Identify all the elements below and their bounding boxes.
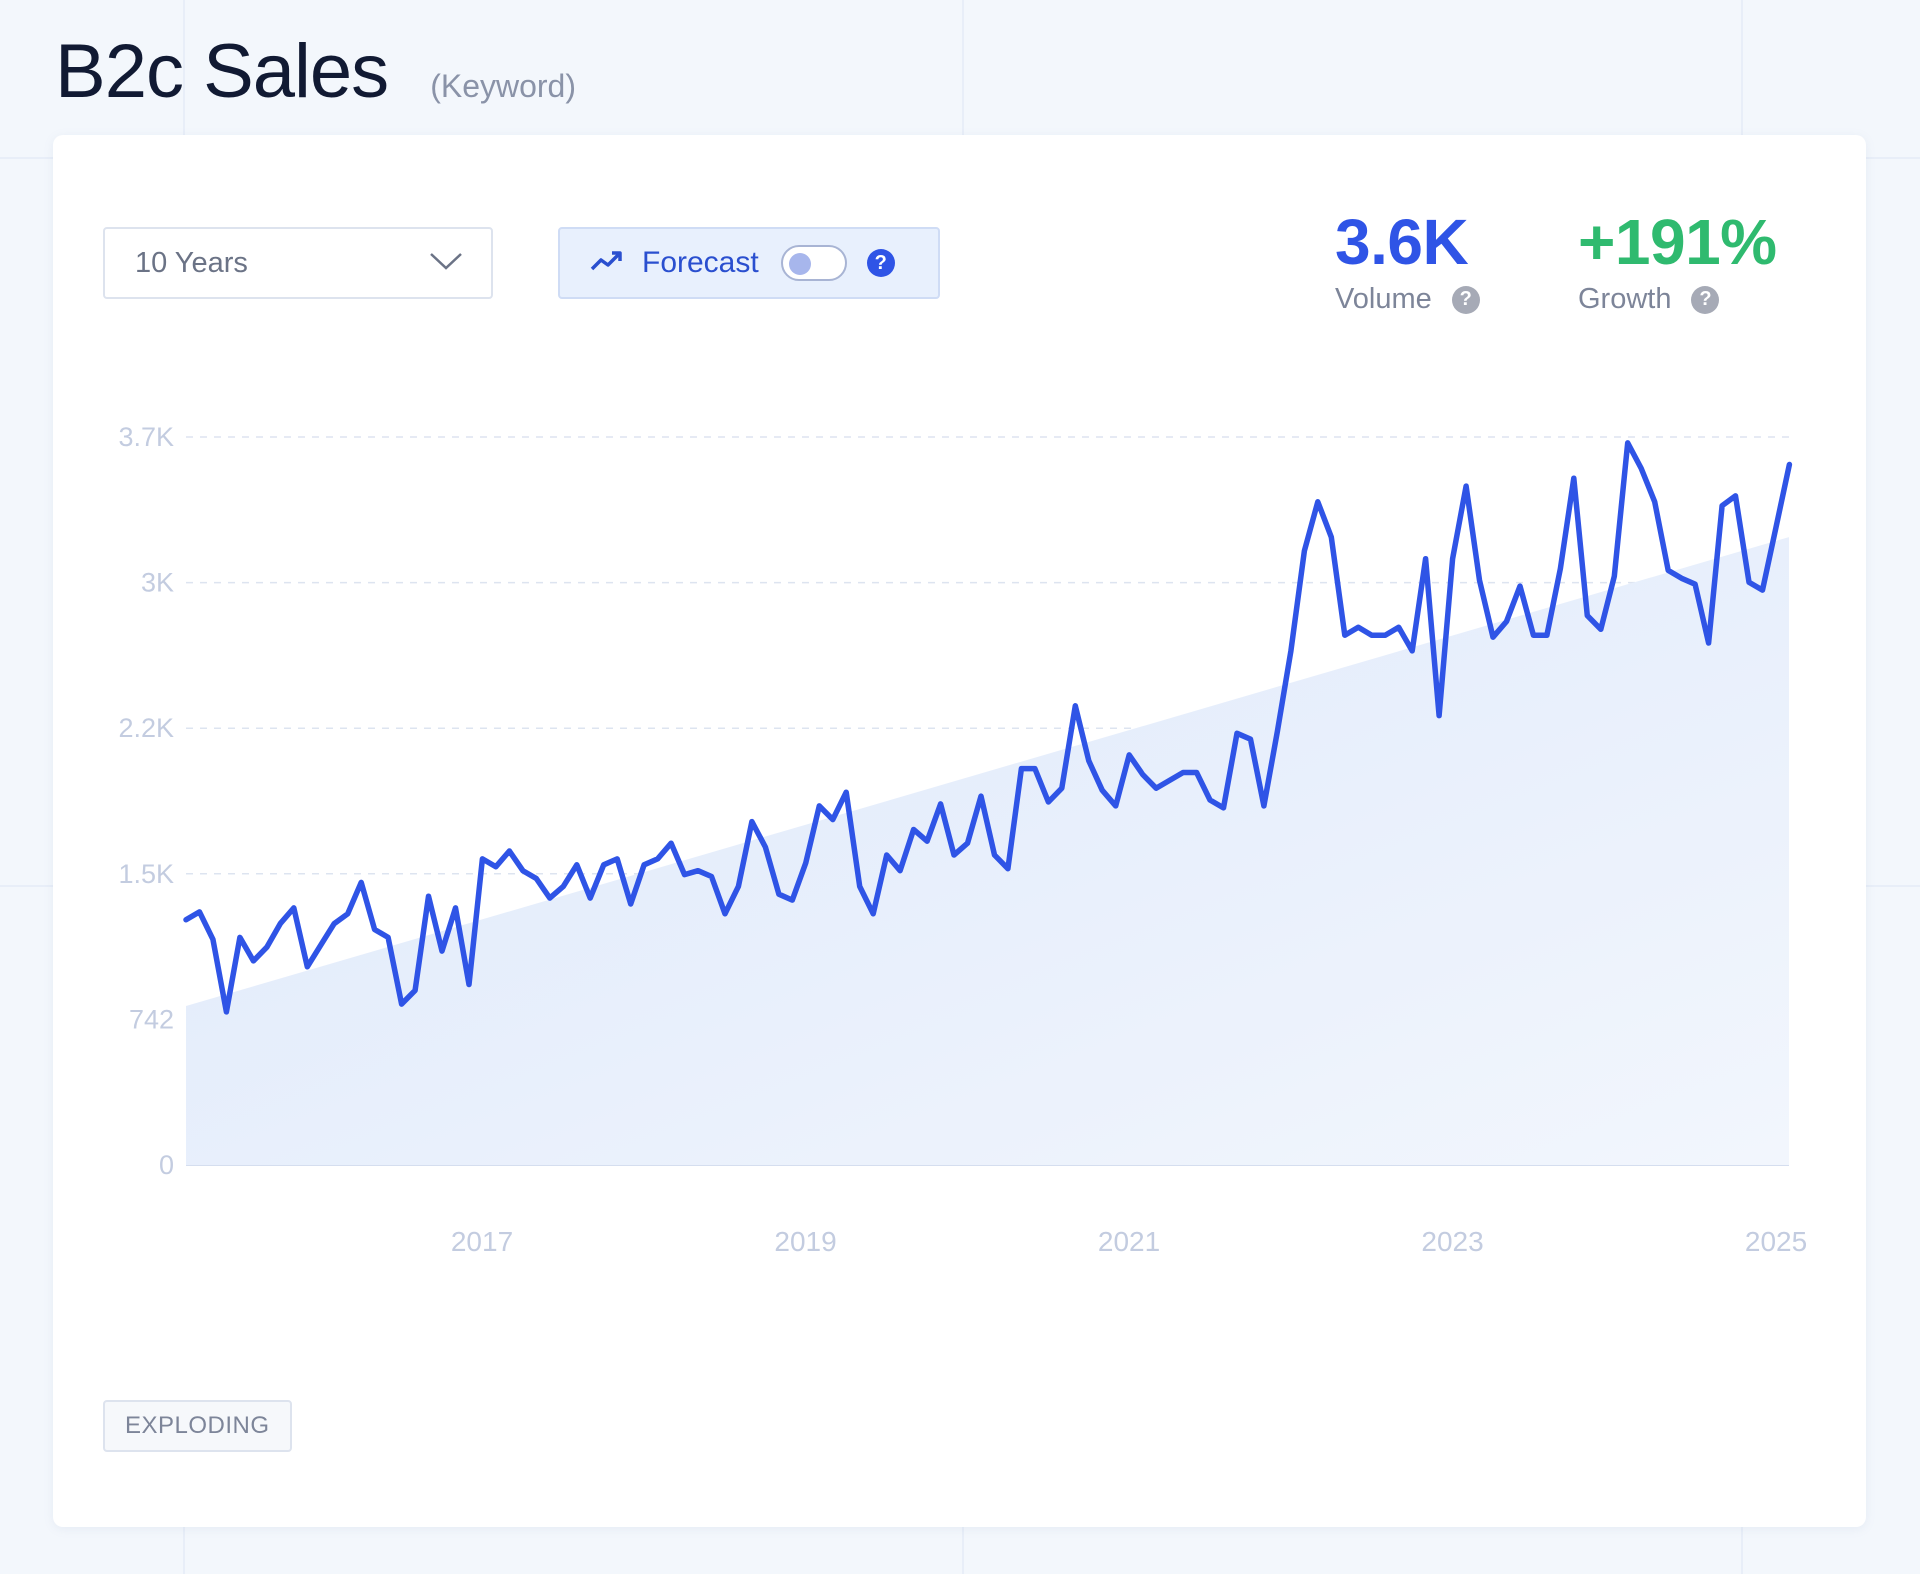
page-subtitle: (Keyword) xyxy=(430,68,576,104)
growth-label: Growth xyxy=(1578,283,1672,315)
x-tick-label: 2017 xyxy=(451,1226,513,1257)
volume-value: 3.6K xyxy=(1335,206,1469,278)
volume-help-icon[interactable]: ? xyxy=(1451,285,1480,314)
time-range-dropdown[interactable]: 10 Years xyxy=(103,227,493,299)
chevron-down-icon xyxy=(429,251,463,276)
time-range-value: 10 Years xyxy=(135,246,248,279)
growth-value: +191% xyxy=(1578,206,1777,278)
volume-label: Volume xyxy=(1335,283,1432,315)
x-tick-label: 2025 xyxy=(1745,1226,1807,1257)
page-header: B2c Sales (Keyword) xyxy=(55,28,576,115)
forecast-help-icon[interactable]: ? xyxy=(866,249,895,277)
trend-area xyxy=(186,537,1789,1165)
growth-help-icon[interactable]: ? xyxy=(1691,285,1720,314)
x-tick-label: 2021 xyxy=(1098,1226,1160,1257)
forecast-control: Forecast ? xyxy=(558,227,940,299)
series-line xyxy=(183,440,1793,1015)
y-tick-label: 0 xyxy=(159,1150,174,1180)
y-tick-label: 3K xyxy=(141,568,174,598)
forecast-label: Forecast xyxy=(642,246,759,279)
y-tick-label: 3.7K xyxy=(118,422,174,452)
page-title: B2c Sales xyxy=(55,29,389,114)
trend-card: 10 Years Forecast ? 3.6K Volume ? +191% … xyxy=(53,135,1866,1527)
trend-up-icon xyxy=(590,249,626,278)
x-tick-label: 2023 xyxy=(1421,1226,1483,1257)
status-badge: EXPLODING xyxy=(103,1400,292,1452)
y-tick-label: 2.2K xyxy=(118,713,174,743)
y-tick-label: 1.5K xyxy=(118,859,174,889)
volume-stat: 3.6K Volume ? xyxy=(1335,205,1480,316)
growth-stat: +191% Growth ? xyxy=(1578,205,1777,316)
x-tick-label: 2019 xyxy=(774,1226,836,1257)
trend-chart: 0 742 1.5K 2.2K 3K 3.7K 2017 2019 2021 2023 2025 xyxy=(118,422,1807,1257)
y-tick-label: 742 xyxy=(129,1004,174,1034)
forecast-toggle[interactable] xyxy=(780,245,847,281)
toggle-knob xyxy=(788,253,811,275)
